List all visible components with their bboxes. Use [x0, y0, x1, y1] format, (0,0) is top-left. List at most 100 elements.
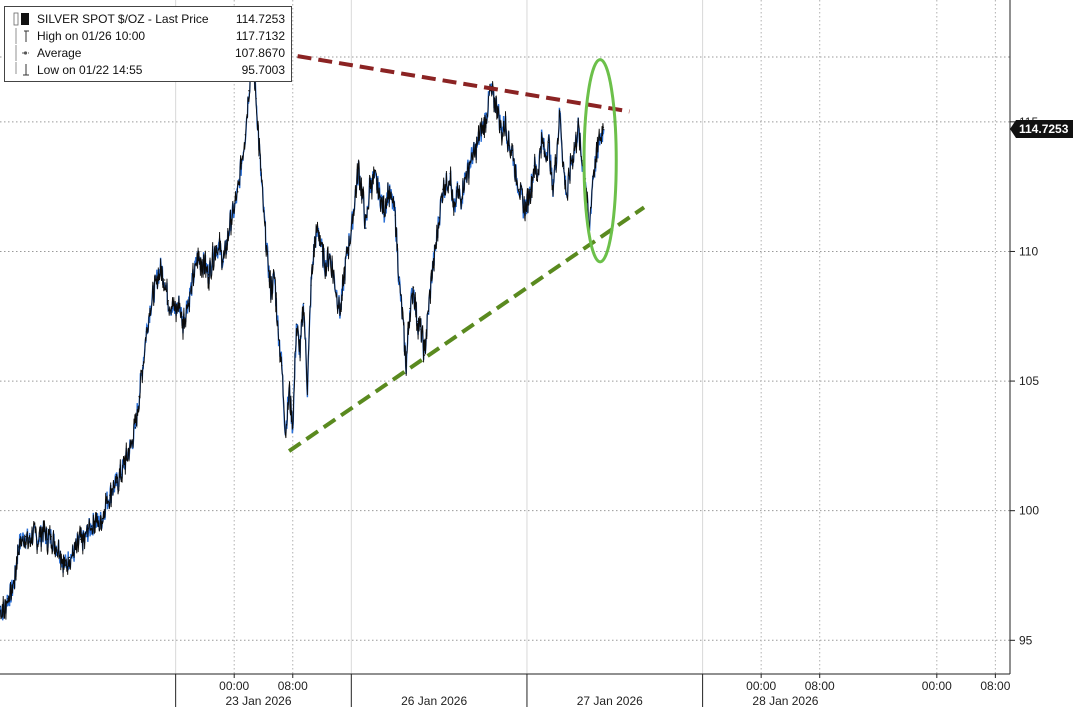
- price-point: [310, 284, 312, 286]
- price-point: [292, 427, 294, 429]
- price-point: [361, 193, 363, 196]
- legend-row-average: Average 107.8670: [11, 45, 285, 61]
- price-point: [240, 162, 243, 164]
- price-point: [339, 313, 341, 315]
- price-point: [3, 611, 5, 613]
- price-point: [57, 546, 60, 548]
- price-point: [65, 564, 67, 566]
- price-point: [442, 188, 444, 190]
- price-point: [376, 183, 378, 185]
- price-point: [405, 364, 407, 367]
- price-point: [6, 598, 8, 600]
- price-point: [72, 554, 74, 556]
- price-point: [10, 593, 12, 595]
- price-point: [222, 261, 224, 263]
- price-point: [76, 546, 78, 548]
- price-point: [343, 276, 345, 278]
- price-point: [551, 188, 554, 190]
- price-point: [595, 157, 598, 159]
- price-point: [270, 289, 272, 291]
- price-point: [197, 256, 199, 258]
- price-point: [259, 157, 261, 159]
- x-tick-label: 08:00: [980, 679, 1010, 693]
- price-point: [497, 105, 499, 107]
- price-point: [416, 320, 418, 323]
- price-point: [39, 536, 41, 538]
- last-price-label: 114.7253: [1019, 122, 1069, 136]
- legend-title: SILVER SPOT $/OZ - Last Price: [37, 12, 209, 26]
- price-point: [112, 486, 115, 488]
- price-point: [394, 214, 396, 216]
- price-point: [555, 157, 557, 159]
- price-point: [493, 100, 495, 102]
- price-point: [526, 204, 528, 206]
- price-point: [347, 248, 349, 250]
- resistance-trendline: [255, 47, 630, 114]
- price-point: [314, 240, 316, 242]
- price-point: [548, 141, 550, 144]
- price-point: [32, 533, 34, 535]
- price-point: [123, 463, 126, 465]
- price-point: [35, 538, 38, 540]
- price-point: [288, 390, 290, 393]
- legend-low-label: Low on 01/22 14:55: [37, 63, 143, 77]
- legend-low-value: 95.7003: [241, 63, 285, 77]
- price-point: [544, 154, 546, 157]
- high-marker-icon: [15, 28, 29, 44]
- price-point: [284, 432, 287, 434]
- price-point: [101, 517, 104, 520]
- price-point: [562, 167, 565, 170]
- price-point: [379, 196, 382, 198]
- price-point: [317, 230, 319, 232]
- price-point: [68, 556, 71, 558]
- price-point: [277, 328, 279, 330]
- price-point: [427, 313, 429, 315]
- price-point: [28, 541, 30, 543]
- price-point: [142, 364, 144, 367]
- legend-high-label: High on 01/26 10:00: [37, 29, 146, 43]
- price-point: [105, 502, 107, 504]
- price-point: [577, 126, 579, 128]
- price-point: [255, 97, 257, 100]
- legend-box: SILVER SPOT $/OZ - Last Price 114.7253 H…: [4, 6, 292, 82]
- price-point: [61, 559, 63, 561]
- price-point: [50, 536, 52, 538]
- price-point: [46, 538, 49, 540]
- price-point: [398, 276, 400, 278]
- x-tick-label: 00:00: [922, 679, 952, 693]
- price-point: [592, 175, 594, 177]
- price-point: [522, 206, 524, 208]
- price-point: [167, 300, 169, 302]
- price-point: [449, 173, 451, 175]
- price-point: [248, 90, 250, 92]
- price-point: [478, 136, 480, 138]
- price-point: [537, 173, 539, 175]
- price-point: [171, 307, 173, 310]
- legend-last-value: 114.7253: [235, 12, 285, 26]
- price-point: [83, 541, 85, 543]
- last-price-tag: [1010, 119, 1073, 138]
- price-point: [87, 530, 89, 533]
- price-point: [160, 266, 162, 268]
- price-point: [372, 178, 374, 180]
- price-point: [482, 126, 484, 128]
- price-point: [21, 538, 23, 540]
- price-point: [17, 546, 19, 548]
- price-point: [211, 258, 213, 260]
- price-point: [460, 199, 462, 201]
- x-tick-label: 00:00: [746, 679, 776, 693]
- price-point: [281, 364, 283, 367]
- price-point: [354, 196, 356, 198]
- price-point: [500, 131, 502, 133]
- price-point: [504, 121, 506, 123]
- price-point: [218, 248, 221, 250]
- price-point: [200, 261, 202, 263]
- price-point: [233, 209, 235, 211]
- price-point: [266, 253, 268, 255]
- highlight-ellipse: [582, 58, 618, 264]
- price-point: [134, 427, 136, 429]
- price-point: [412, 287, 415, 289]
- y-tick-label: 100: [1019, 504, 1039, 518]
- price-point: [489, 90, 491, 92]
